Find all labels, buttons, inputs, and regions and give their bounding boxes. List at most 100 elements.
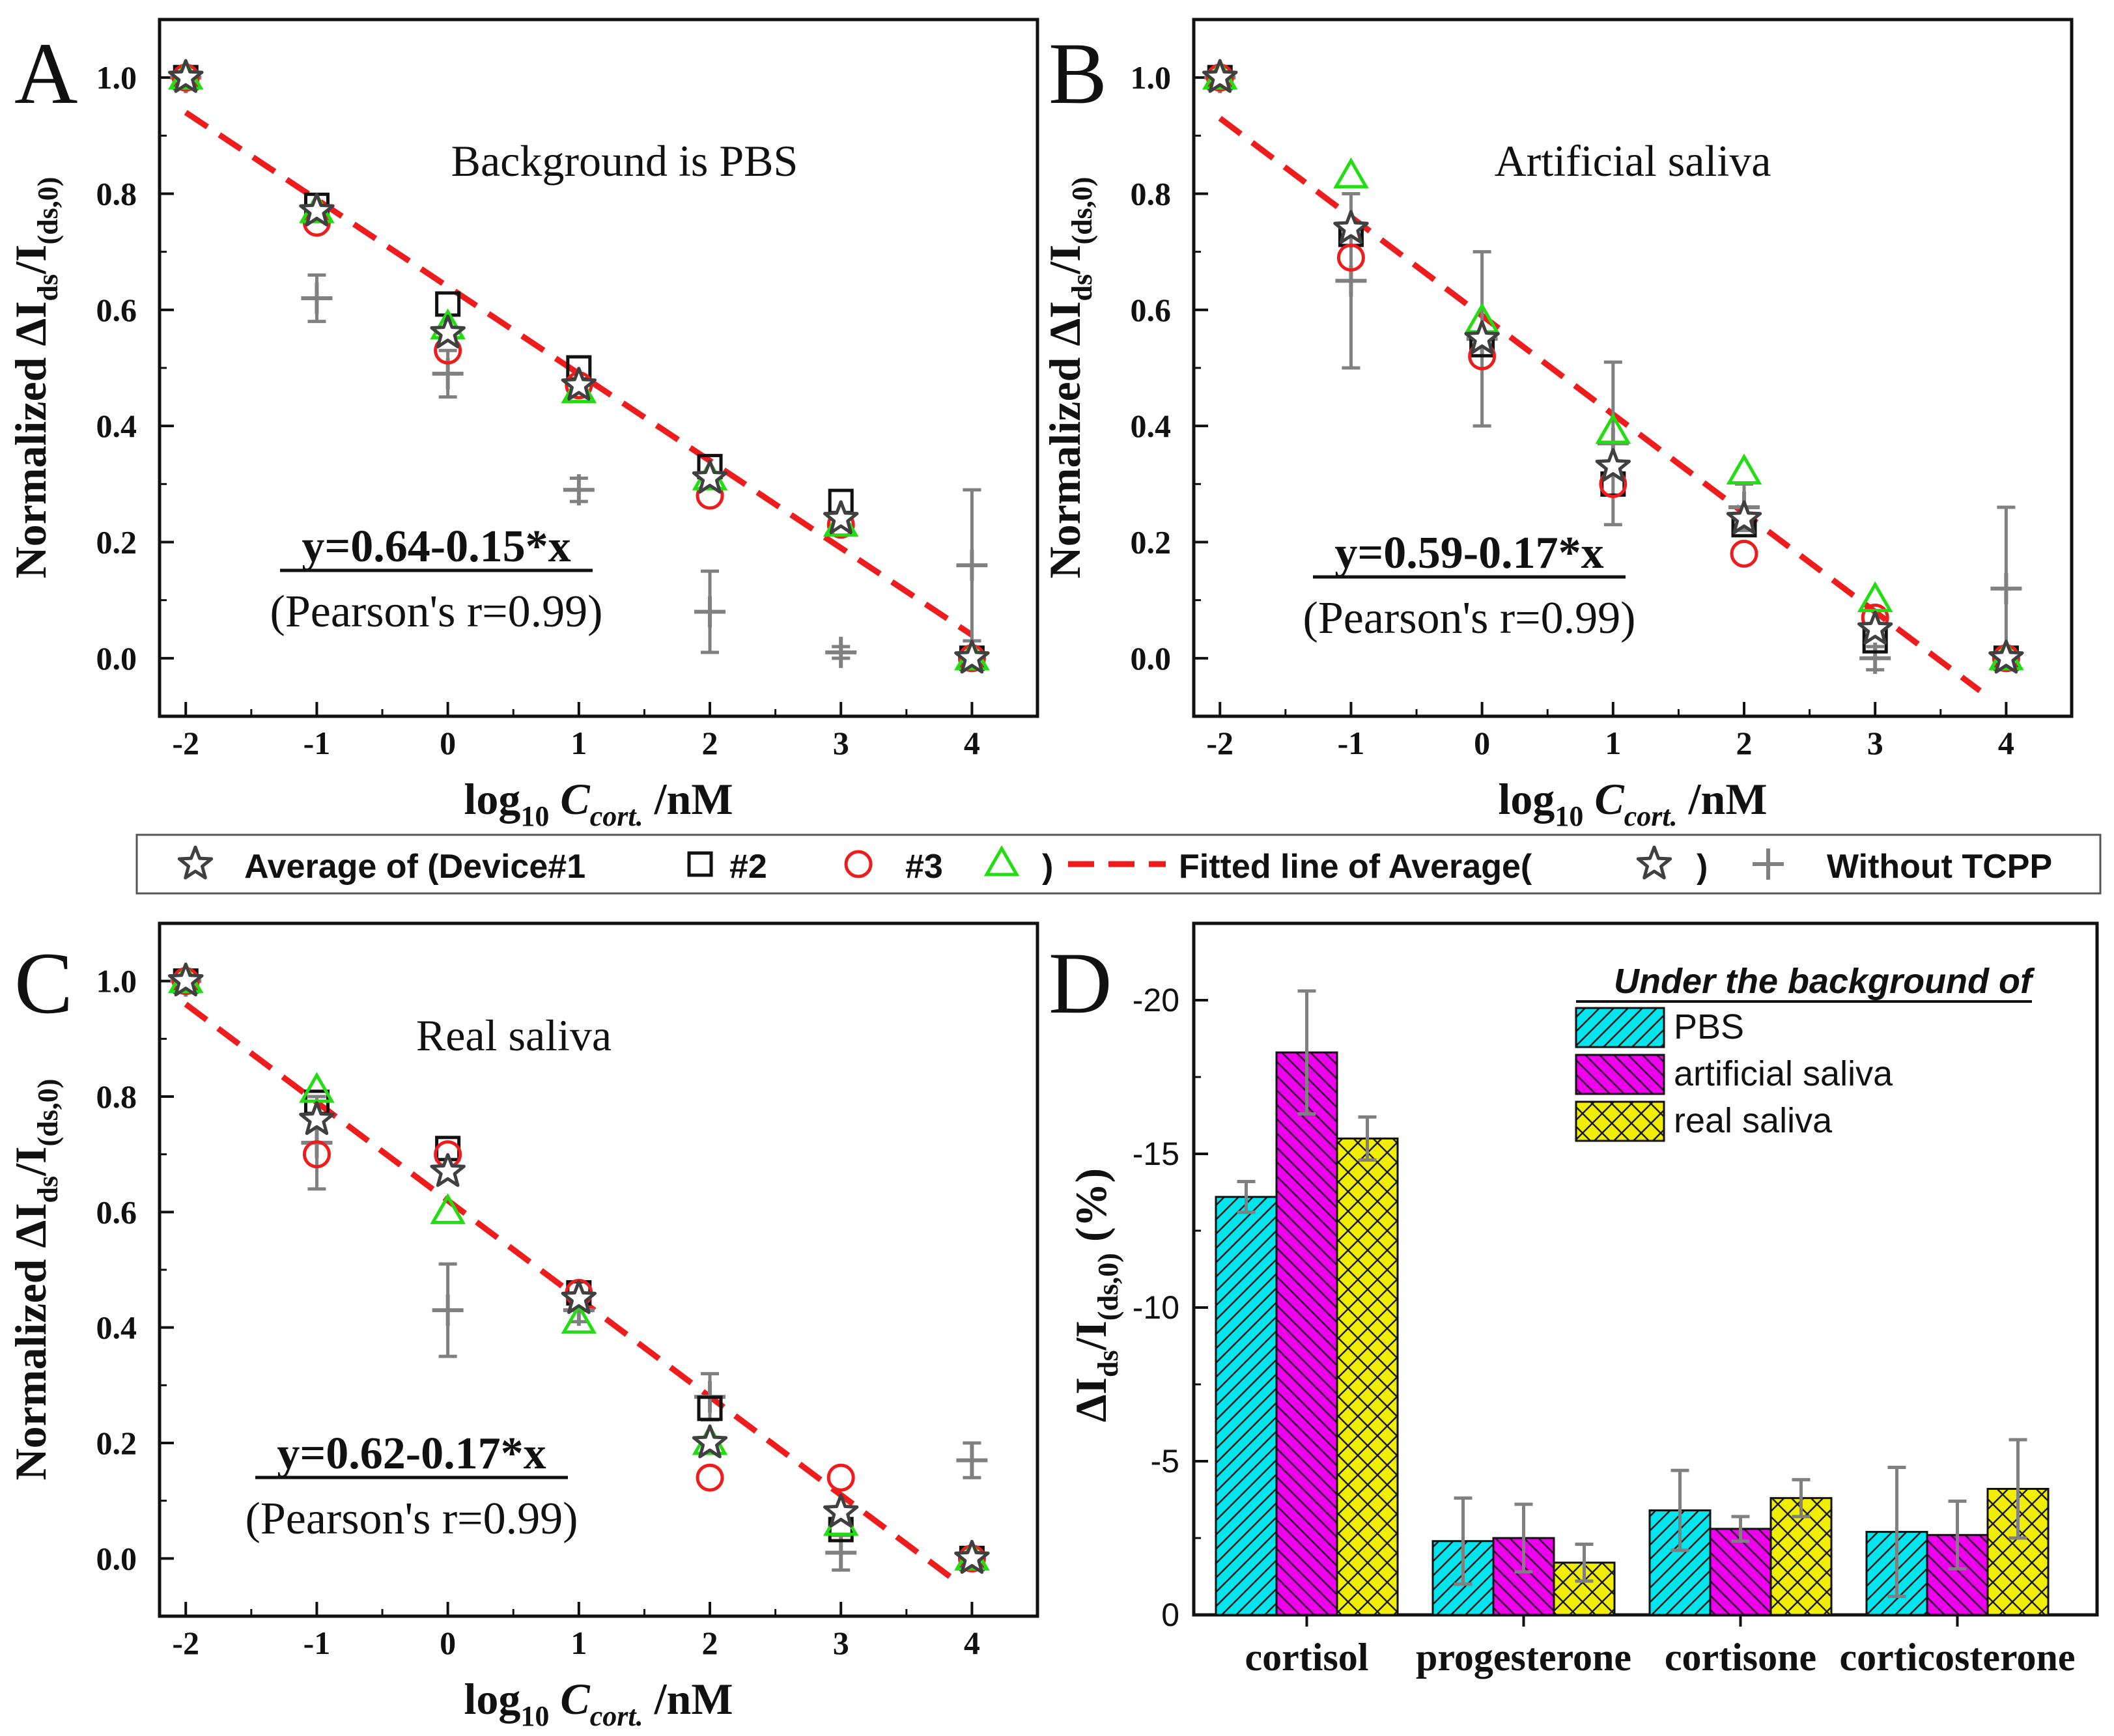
panel-letter-c: C bbox=[14, 935, 73, 1032]
category-label: progesterone bbox=[1416, 1636, 1631, 1679]
fitted-line bbox=[1218, 115, 1982, 693]
y-tick-label: 0.0 bbox=[96, 640, 137, 677]
y-axis-label: ΔIds/I(ds,0) (%) bbox=[1066, 1168, 1124, 1422]
fit-equation: y=0.62-0.17*x bbox=[277, 1429, 546, 1479]
y-axis-label: Normalized ΔIds/I(ds,0) bbox=[6, 1079, 64, 1481]
y-tick-label: 0.4 bbox=[96, 1309, 137, 1346]
x-tick-label: 4 bbox=[1998, 725, 2014, 761]
data-point-triangle bbox=[1857, 581, 1893, 613]
legend-circle-icon bbox=[844, 850, 873, 878]
x-tick-label: 1 bbox=[1605, 725, 1621, 761]
data-point-circle bbox=[1730, 539, 1758, 568]
legend-plus-icon bbox=[1753, 848, 1784, 880]
y-tick-label: 0 bbox=[1161, 1597, 1179, 1633]
legend-fit-close: ) bbox=[1697, 848, 1708, 886]
data-point-plus bbox=[825, 636, 857, 668]
y-tick-label: 0.8 bbox=[1131, 176, 1172, 212]
legend-markers bbox=[177, 845, 1784, 880]
panel-letter-a: A bbox=[14, 25, 78, 122]
y-tick-label: 0.6 bbox=[96, 292, 137, 328]
y-tick-label: 0.2 bbox=[96, 524, 137, 561]
data-point-plus bbox=[694, 596, 726, 628]
legend-device2-label: #2 bbox=[729, 848, 767, 886]
panel-a: -2 -1 0 1 2 3 4 0.0 0.2 0.4 0.6 0.8 1.0 log10 Ccort. … bbox=[6, 18, 1039, 832]
data-point-star bbox=[823, 500, 859, 535]
y-tick-label: 0.0 bbox=[96, 1540, 137, 1576]
x-tick-label: 3 bbox=[833, 725, 849, 761]
legend-label: real saliva bbox=[1674, 1101, 1833, 1140]
y-tick-label: -5 bbox=[1151, 1443, 1179, 1479]
data-point-star bbox=[1726, 500, 1762, 535]
x-tick-label: -1 bbox=[303, 725, 331, 761]
y-tick-label: 0.4 bbox=[96, 408, 137, 444]
y-axis-label: Normalized ΔIds/I(ds,0) bbox=[6, 177, 64, 579]
category-label: corticosterone bbox=[1839, 1636, 2075, 1679]
data-point-plus bbox=[1859, 642, 1891, 674]
data-point-circle bbox=[1336, 244, 1365, 272]
x-axis-label: log10 Ccort. /nM bbox=[1498, 774, 1767, 832]
pearson-label: (Pearson's r=0.99) bbox=[246, 1494, 578, 1544]
y-tick-label: 0.6 bbox=[96, 1194, 137, 1230]
data-point-star bbox=[561, 367, 597, 401]
fit-equation: y=0.59-0.17*x bbox=[1334, 528, 1603, 578]
y-tick-label: 1.0 bbox=[96, 59, 137, 96]
data-point-square bbox=[697, 1395, 723, 1421]
data-point-plus bbox=[563, 474, 595, 506]
y-tick-label: -20 bbox=[1133, 982, 1179, 1018]
panel-letter-b: B bbox=[1049, 25, 1107, 122]
plot-frame-d bbox=[1192, 921, 2099, 1617]
data-point-circle bbox=[696, 1463, 724, 1492]
y-tick-label: 0.2 bbox=[96, 1425, 137, 1461]
x-tick-label: 0 bbox=[440, 725, 456, 761]
panel-c: -2 -1 0 1 2 3 4 0.0 0.2 0.4 0.6 0.8 1.0 log10 Ccort. … bbox=[6, 921, 1039, 1732]
data-point-plus bbox=[956, 1444, 988, 1476]
y-tick-label: 0.6 bbox=[1131, 292, 1172, 328]
plot-title: Artificial saliva bbox=[1495, 136, 1771, 186]
pearson-label: (Pearson's r=0.99) bbox=[1303, 593, 1636, 643]
x-tick-label: 4 bbox=[964, 725, 980, 761]
x-tick-label: 2 bbox=[702, 1625, 718, 1661]
plot-title: Real saliva bbox=[416, 1011, 612, 1060]
data-point-plus bbox=[1990, 572, 2022, 604]
x-axis-label: log10 Ccort. /nM bbox=[464, 1674, 733, 1732]
data-point-star bbox=[954, 1539, 990, 1574]
x-tick-label: -2 bbox=[172, 1625, 199, 1661]
data-point-circle bbox=[302, 1140, 331, 1169]
data-point-star bbox=[561, 1280, 597, 1314]
bar bbox=[1275, 1051, 1338, 1616]
x-tick-label: -2 bbox=[1206, 725, 1233, 761]
data-point-star bbox=[168, 59, 204, 93]
plot-title: Background is PBS bbox=[451, 136, 798, 186]
legend-device3-label: #3 bbox=[905, 848, 943, 886]
y-axis-label: Normalized ΔIds/I(ds,0) bbox=[1040, 177, 1098, 579]
legend-swatch bbox=[1575, 1100, 1665, 1142]
data-point-triangle bbox=[1726, 453, 1762, 484]
category-label: cortisone bbox=[1665, 1636, 1816, 1679]
data-point-star bbox=[299, 192, 335, 227]
data-point-star bbox=[430, 315, 466, 348]
data-point-triangle bbox=[561, 1302, 597, 1334]
x-axis-label: log10 Ccort. /nM bbox=[464, 774, 733, 832]
bar bbox=[1492, 1537, 1555, 1616]
x-tick-label: 0 bbox=[440, 1625, 456, 1661]
legend-swatch bbox=[1575, 1054, 1665, 1095]
legend-swatch bbox=[1575, 1007, 1665, 1048]
category-label: cortisol bbox=[1245, 1636, 1369, 1679]
data-point-star bbox=[692, 459, 728, 494]
data-point-star bbox=[1988, 639, 2024, 674]
y-tick-label: 0.8 bbox=[96, 176, 137, 212]
y-tick-label: 1.0 bbox=[1131, 59, 1172, 96]
fitted-line bbox=[184, 109, 974, 637]
x-tick-label: 3 bbox=[833, 1625, 849, 1661]
legend-label: PBS bbox=[1674, 1007, 1744, 1046]
data-point-plus bbox=[432, 1295, 464, 1326]
data-point-star bbox=[168, 962, 204, 997]
fit-equation: y=0.64-0.15*x bbox=[302, 522, 571, 572]
x-tick-label: 1 bbox=[571, 1625, 587, 1661]
x-tick-label: -1 bbox=[303, 1625, 331, 1661]
bar-legend: Under the background of PBS artificial sal… bbox=[1575, 962, 2035, 1142]
data-point-star bbox=[823, 1493, 859, 1528]
pearson-label: (Pearson's r=0.99) bbox=[270, 587, 603, 637]
x-tick-label: -1 bbox=[1338, 725, 1365, 761]
